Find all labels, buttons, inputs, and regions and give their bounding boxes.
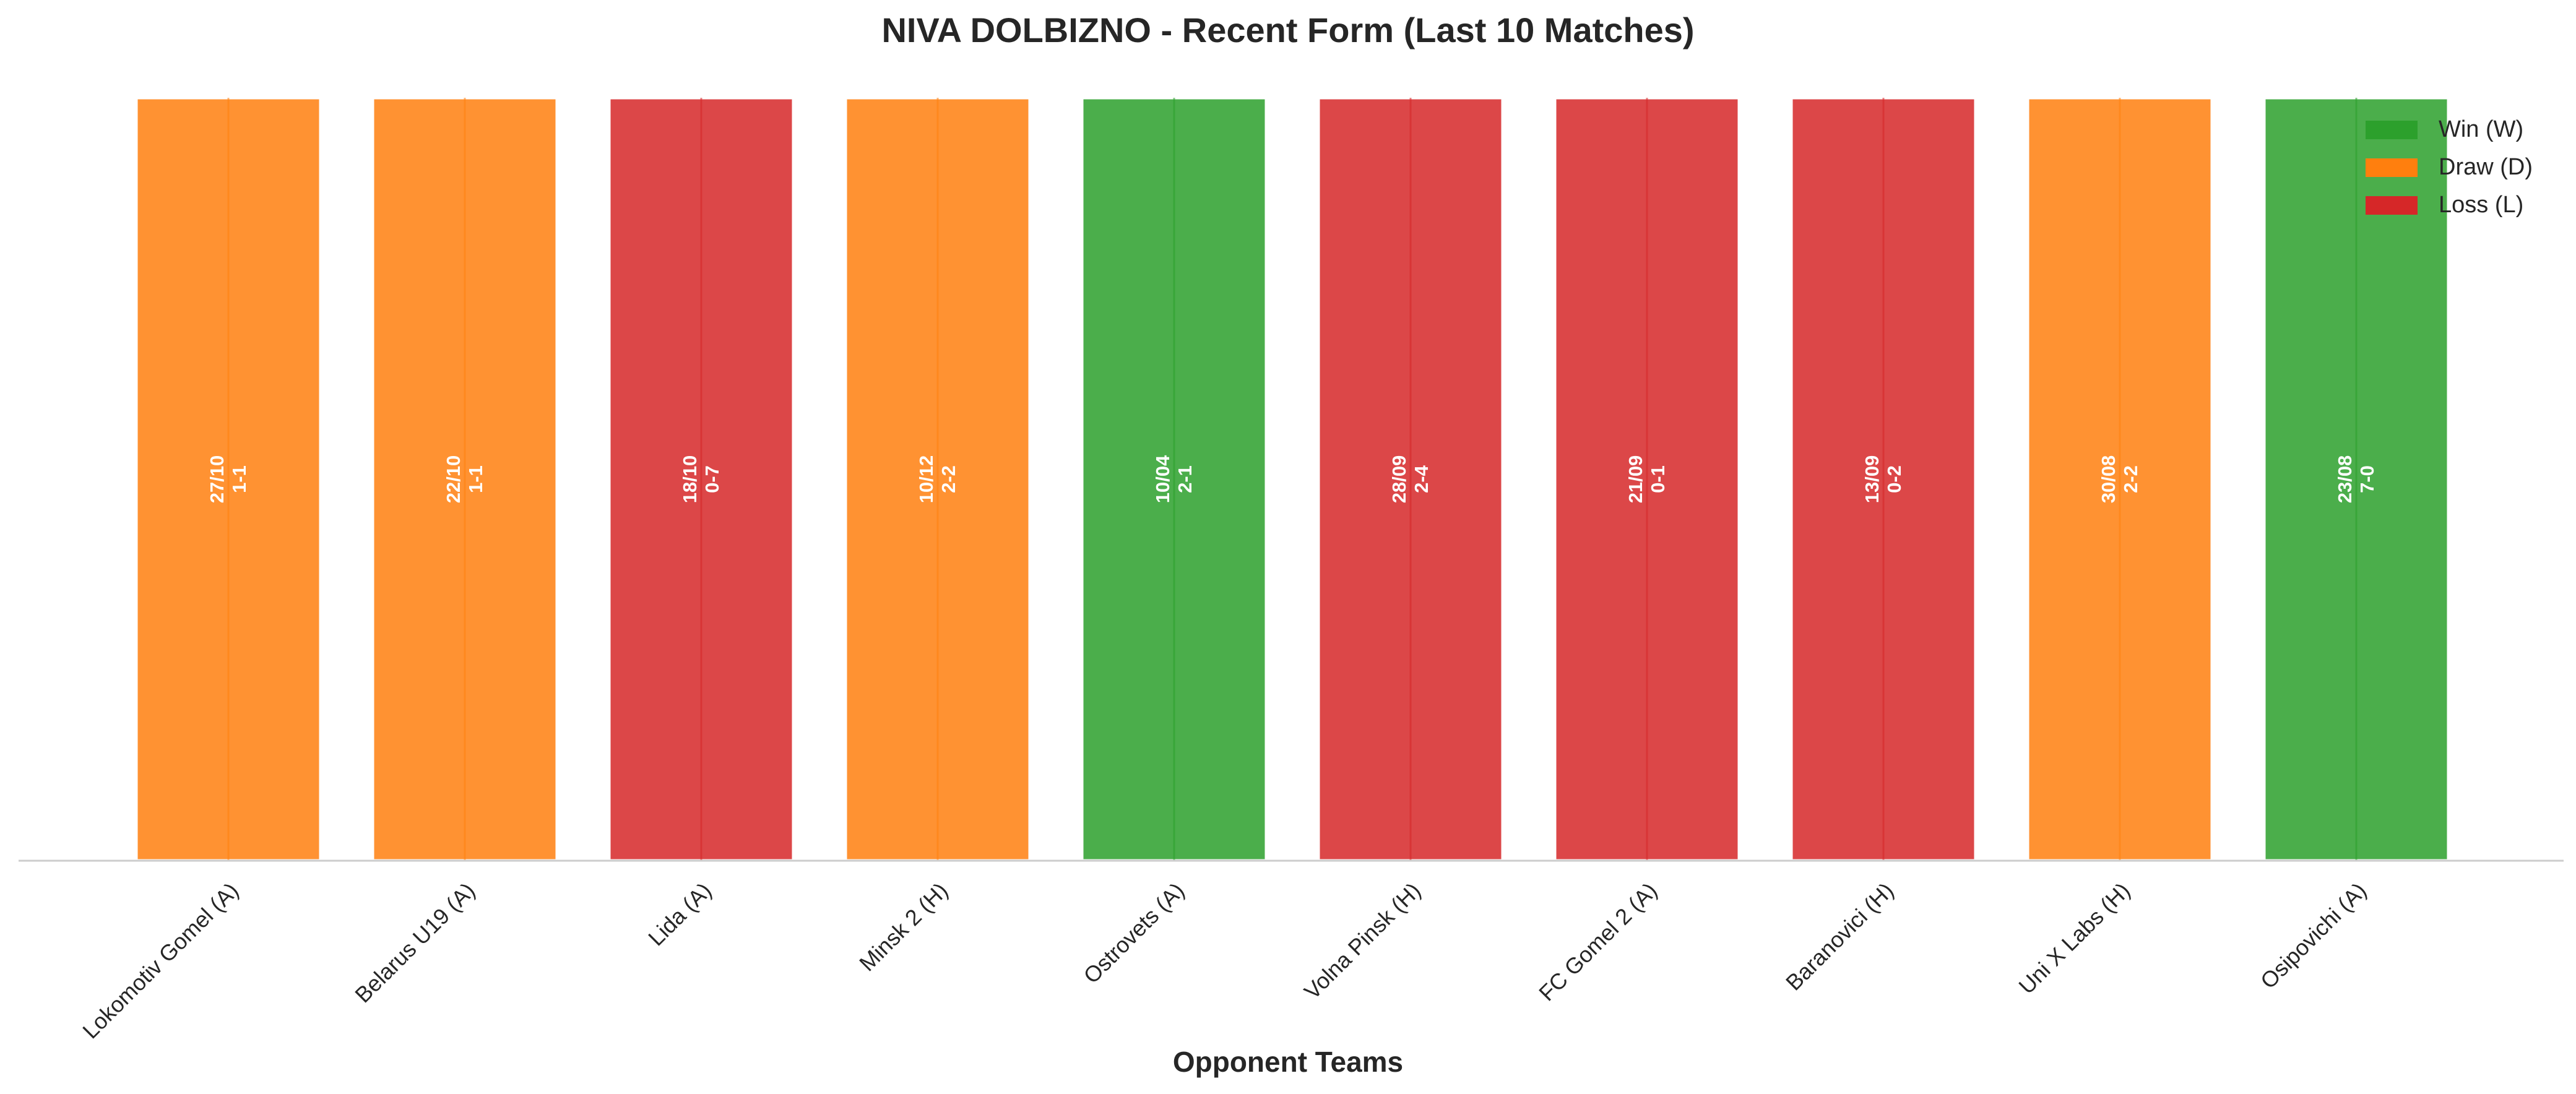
bar-date-label: 27/10 [206, 455, 228, 504]
bars-layer: 27/10 1-1 22/10 1-1 18/10 0-7 10/12 2-2 10/04 2-1… [134, 96, 2450, 863]
bar-score-label: 2-2 [938, 465, 959, 493]
bar-label-3: 18/10 0-7 [679, 455, 723, 504]
x-tick-label: FC Gomel 2 (A) [1534, 877, 1662, 1006]
legend: Win (W) Draw (D) Loss (L) [2366, 116, 2533, 218]
bar-label-7: 21/09 0-1 [1625, 455, 1669, 504]
bar-label-9: 30/08 2-2 [2098, 455, 2142, 504]
bar-label-1: 27/10 1-1 [206, 455, 250, 504]
bar-label-10: 23/08 7-0 [2334, 455, 2378, 504]
bar-score-label: 1-1 [465, 465, 486, 493]
bar-score-label: 1-1 [228, 465, 250, 493]
x-tick-label: Uni X Labs (H) [2013, 877, 2135, 999]
x-tick-label: Osipovichi (A) [2255, 877, 2371, 993]
bar-date-label: 10/12 [915, 455, 937, 504]
bar-label-8: 13/09 0-2 [1861, 455, 1905, 504]
legend-swatch-l [2366, 196, 2418, 215]
legend-label-d: Draw (D) [2439, 154, 2533, 180]
x-tick-label: Baranovici (H) [1781, 877, 1898, 995]
bar-date-label: 21/09 [1625, 455, 1646, 504]
x-tick-label: Volna Pinsk (H) [1299, 877, 1425, 1004]
legend-label-w: Win (W) [2439, 116, 2523, 142]
x-tick-label: Ostrovets (A) [1078, 877, 1189, 988]
bar-score-label: 2-4 [1411, 465, 1432, 493]
legend-swatch-d [2366, 158, 2418, 177]
legend-label-l: Loss (L) [2439, 192, 2523, 218]
bar-score-label: 0-7 [701, 465, 723, 493]
x-axis-label: Opponent Teams [1173, 1046, 1403, 1078]
bar-score-label: 0-2 [1883, 465, 1905, 493]
legend-swatch-w [2366, 121, 2418, 139]
bar-score-label: 7-0 [2356, 465, 2378, 493]
x-tick-label: Minsk 2 (H) [854, 877, 953, 976]
x-tick-label: Lokomotiv Gomel (A) [77, 877, 243, 1043]
bar-date-label: 28/09 [1388, 455, 1410, 504]
x-tick-label: Lida (A) [643, 877, 716, 950]
bar-date-label: 22/10 [443, 455, 464, 504]
bar-score-label: 0-1 [1647, 465, 1669, 493]
bar-label-4: 10/12 2-2 [915, 455, 959, 504]
x-tick-labels: Lokomotiv Gomel (A) Belarus U19 (A) Lida (… [77, 877, 2371, 1043]
bar-date-label: 10/04 [1152, 455, 1173, 503]
bar-score-label: 2-1 [1174, 465, 1196, 493]
bar-date-label: 18/10 [679, 455, 701, 504]
chart-title: NIVA DOLBIZNO - Recent Form (Last 10 Mat… [881, 11, 1694, 50]
bar-date-label: 13/09 [1861, 455, 1883, 504]
bar-label-2: 22/10 1-1 [443, 455, 486, 504]
bar-label-6: 28/09 2-4 [1388, 455, 1432, 504]
bar-date-label: 30/08 [2098, 455, 2119, 504]
x-tick-label: Belarus U19 (A) [350, 877, 480, 1007]
bar-score-label: 2-2 [2120, 465, 2142, 493]
bar-date-label: 23/08 [2334, 455, 2356, 504]
bar-label-5: 10/04 2-1 [1152, 455, 1196, 503]
